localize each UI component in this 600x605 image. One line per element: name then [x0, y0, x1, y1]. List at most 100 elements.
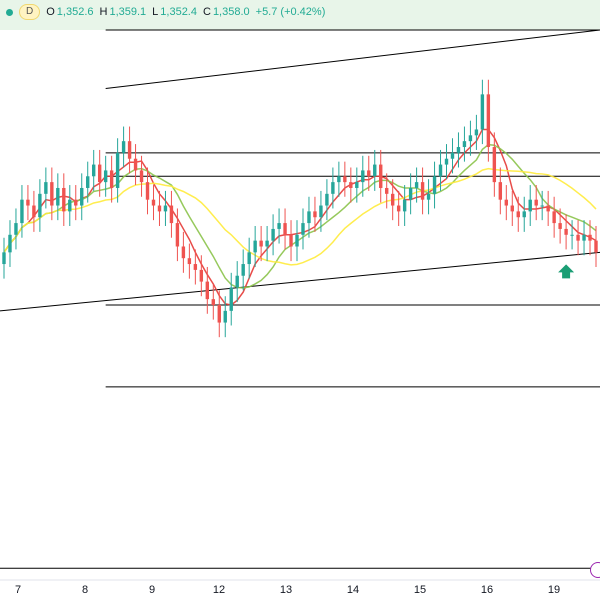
- candle-body: [259, 240, 263, 247]
- candle-body: [540, 205, 544, 207]
- candle-body: [307, 211, 311, 224]
- x-tick-label: 16: [481, 584, 493, 596]
- candle-body: [235, 275, 239, 288]
- candle-body: [373, 164, 377, 177]
- x-tick-label: 8: [82, 584, 88, 596]
- candle-body: [8, 234, 12, 253]
- candle-body: [253, 240, 257, 253]
- candle-body: [289, 234, 293, 247]
- candle-body: [109, 170, 114, 188]
- candle-body: [14, 223, 18, 235]
- candle-body: [349, 182, 353, 188]
- open-value: 1,352.6: [56, 6, 94, 18]
- x-tick-label: 7: [15, 584, 21, 596]
- candle-body: [408, 187, 413, 200]
- change-value: +5.7 (+0.42%): [255, 6, 326, 18]
- candle-body: [2, 252, 6, 265]
- low-value: 1,352.4: [160, 6, 197, 18]
- candle-body: [86, 176, 90, 188]
- ma-slow-line: [3, 167, 597, 266]
- candle-body: [283, 223, 287, 235]
- candle-body: [456, 147, 461, 153]
- candle-body: [295, 234, 299, 247]
- high-readout: H 1,359.1: [100, 6, 147, 18]
- highlight-zone: [0, 0, 600, 30]
- candle-body: [229, 287, 233, 311]
- x-tick-label: 15: [414, 584, 426, 596]
- candle-body: [385, 187, 389, 194]
- interval-badge[interactable]: D: [19, 4, 41, 20]
- candle-body: [56, 187, 60, 206]
- candle-body: [546, 205, 550, 212]
- market-status-icon: [6, 8, 13, 16]
- candle-body: [169, 205, 174, 224]
- candle-body: [265, 240, 269, 247]
- candle-body: [301, 223, 305, 235]
- candle-body: [44, 182, 48, 194]
- candle-body: [97, 164, 102, 183]
- candle-body: [277, 223, 281, 229]
- candle-body: [20, 199, 24, 224]
- candle-body: [516, 211, 520, 218]
- candle-body: [390, 193, 395, 206]
- candle-body: [474, 129, 479, 136]
- candle-body: [576, 234, 580, 241]
- candle-body: [594, 240, 598, 253]
- candle-body: [26, 199, 30, 206]
- candle-body: [103, 170, 108, 183]
- candle-body: [145, 182, 150, 200]
- low-label: L: [152, 6, 159, 18]
- candle-body: [68, 199, 72, 212]
- candle-body: [80, 187, 84, 206]
- candle-body: [492, 147, 497, 183]
- x-tick-label: 19: [548, 584, 560, 596]
- ma-mid-line: [3, 143, 597, 289]
- buy-arrow-icon: [558, 264, 575, 279]
- high-value: 1,359.1: [109, 6, 147, 18]
- ohlc-legend: D O 1,352.6 H 1,359.1 L 1,352.4 C 1,358.0 +5…: [6, 3, 325, 21]
- candle-body: [343, 176, 347, 183]
- candle-body: [432, 176, 437, 194]
- settings-icon[interactable]: [590, 562, 600, 578]
- channel-upper-line: [105, 29, 600, 90]
- ma-fast-line: [3, 128, 597, 306]
- candle-body: [199, 269, 204, 282]
- candle-body: [74, 199, 78, 206]
- close-value: 1,358.0: [212, 6, 250, 18]
- candle-body: [355, 182, 359, 188]
- candle-body: [115, 152, 120, 188]
- candle-body: [91, 164, 96, 177]
- candle-body: [522, 211, 526, 218]
- candle-body: [414, 182, 419, 188]
- candle-body: [361, 170, 365, 183]
- candle-body: [62, 187, 66, 212]
- x-tick-label: 13: [280, 584, 292, 596]
- candle-body: [558, 223, 562, 229]
- x-tick-label: 12: [213, 584, 225, 596]
- candle-body: [127, 141, 132, 159]
- candle-body: [402, 199, 407, 212]
- high-label: H: [99, 6, 108, 18]
- candle-body: [139, 170, 144, 183]
- candle-body: [588, 234, 592, 241]
- candle-body: [444, 158, 449, 165]
- candle-body: [426, 193, 431, 200]
- candle-body: [528, 199, 532, 212]
- candle-body: [217, 305, 221, 323]
- close-readout: C 1,358.0: [203, 6, 250, 18]
- candle-body: [175, 223, 180, 247]
- candle-body: [157, 205, 162, 212]
- candle-body: [504, 199, 509, 206]
- candle-body: [271, 228, 275, 241]
- candle-body: [223, 310, 227, 323]
- candle-body: [396, 205, 401, 212]
- candle-body: [498, 182, 503, 200]
- candle-body: [181, 246, 186, 259]
- candle-body: [379, 164, 383, 188]
- candle-body: [163, 205, 168, 212]
- x-tick-label: 9: [149, 584, 155, 596]
- candle-body: [211, 299, 215, 305]
- candle-body: [331, 182, 335, 194]
